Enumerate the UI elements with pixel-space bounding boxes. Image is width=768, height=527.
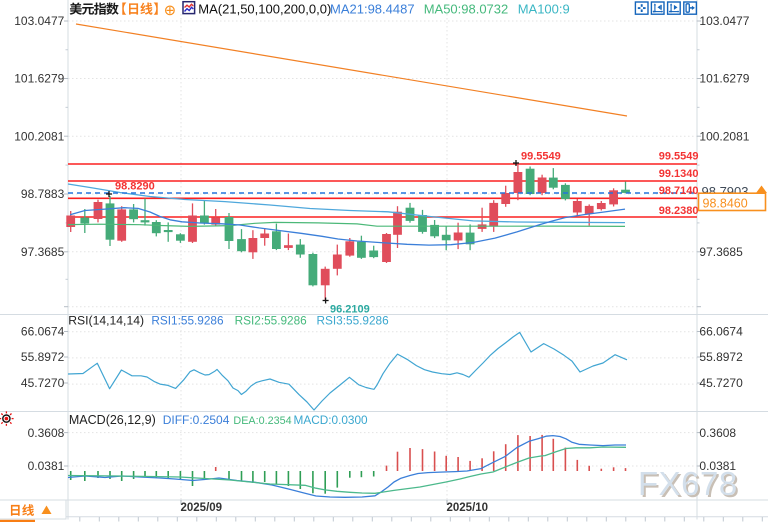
svg-text:55.8972: 55.8972 [21, 350, 65, 364]
svg-text:RSI(14,14,14): RSI(14,14,14) [68, 314, 144, 328]
svg-text:98.2380: 98.2380 [659, 205, 699, 217]
svg-text:MACD:0.0300: MACD:0.0300 [294, 413, 369, 427]
svg-text:101.6279: 101.6279 [14, 72, 64, 86]
svg-text:2025/09: 2025/09 [181, 502, 223, 514]
svg-text:MA50:98.0732: MA50:98.0732 [424, 2, 509, 17]
svg-text:0.3608: 0.3608 [28, 426, 65, 440]
svg-text:98.8290: 98.8290 [115, 180, 155, 192]
svg-text:0.0381: 0.0381 [28, 459, 65, 473]
svg-text:MACD(26,12,9): MACD(26,12,9) [69, 413, 156, 427]
svg-text:98.8460: 98.8460 [703, 196, 748, 210]
svg-text:RSI1:55.9286: RSI1:55.9286 [151, 314, 224, 328]
svg-text:FX678: FX678 [638, 465, 738, 502]
svg-text:DIFF:0.2504: DIFF:0.2504 [163, 413, 230, 427]
svg-text:0.3608: 0.3608 [699, 426, 736, 440]
svg-text:RSI2:55.9286: RSI2:55.9286 [235, 314, 308, 328]
svg-text:99.5549: 99.5549 [659, 151, 699, 163]
svg-text:MA100:9: MA100:9 [518, 2, 570, 17]
svg-text:MA21:98.4487: MA21:98.4487 [330, 2, 415, 17]
svg-text:FX678: FX678 [640, 467, 740, 504]
svg-text:99.1340: 99.1340 [659, 168, 699, 180]
svg-text:99.5549: 99.5549 [521, 151, 561, 163]
svg-text:66.0674: 66.0674 [699, 325, 743, 339]
svg-text:45.7270: 45.7270 [699, 376, 743, 390]
svg-text:103.0477: 103.0477 [14, 14, 64, 28]
svg-text:0.0381: 0.0381 [699, 459, 736, 473]
svg-text:96.2109: 96.2109 [330, 304, 370, 316]
svg-text:103.0477: 103.0477 [699, 14, 749, 28]
svg-text:66.0674: 66.0674 [21, 325, 65, 339]
svg-text:97.3685: 97.3685 [21, 245, 65, 259]
svg-text:100.2081: 100.2081 [14, 129, 64, 143]
svg-text:98.7140: 98.7140 [659, 185, 699, 197]
svg-text:DEA:0.2354: DEA:0.2354 [233, 415, 291, 427]
svg-text:97.3685: 97.3685 [699, 245, 743, 259]
svg-text:2025/10: 2025/10 [447, 502, 489, 514]
svg-text:100.2081: 100.2081 [699, 129, 749, 143]
svg-text:45.7270: 45.7270 [21, 376, 65, 390]
svg-text:98.7883: 98.7883 [21, 187, 65, 201]
svg-text:MA(21,50,100,200,0,0): MA(21,50,100,200,0,0) [198, 2, 331, 17]
svg-text:55.8972: 55.8972 [699, 350, 743, 364]
svg-text:RSI3:55.9286: RSI3:55.9286 [317, 314, 390, 328]
svg-text:101.6279: 101.6279 [699, 72, 749, 86]
